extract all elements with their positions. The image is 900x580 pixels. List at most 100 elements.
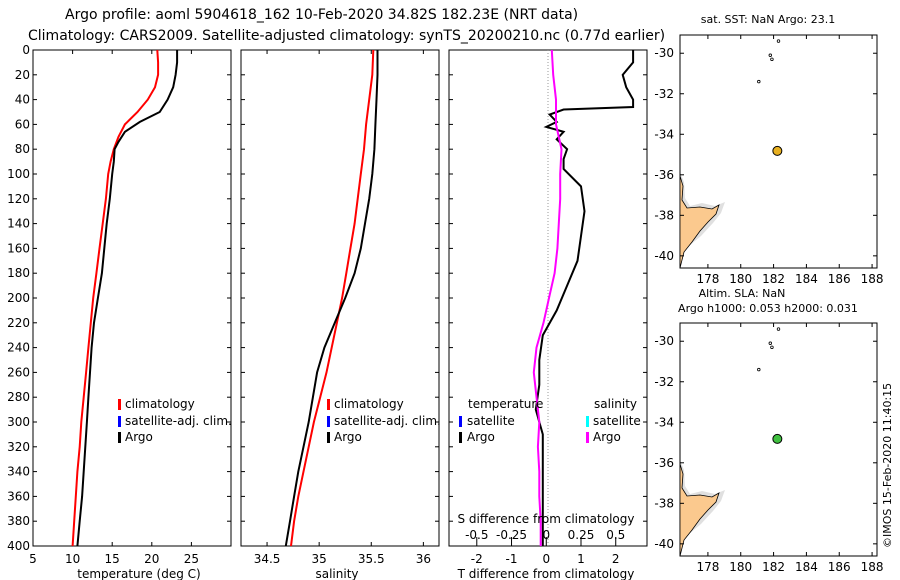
x-tick-label: 35.5 xyxy=(358,552,385,566)
track-point xyxy=(768,341,772,345)
map-lat-tick-label: -34 xyxy=(654,415,674,429)
legend-swatch-satellite xyxy=(118,416,121,427)
legend-swatch-argo xyxy=(327,432,330,443)
legend-label-satellite: satellite-adj. clim. xyxy=(125,414,232,428)
map-lat-tick-label: -38 xyxy=(654,496,674,510)
track-point xyxy=(776,327,781,331)
map-sst-axes: 178 180 182 184 186 188 -30 -32 -34 -36 -38 -40 xyxy=(654,35,884,286)
t-difference-axis-label: T difference from climatology xyxy=(457,567,635,580)
depth-tick-label: 240 xyxy=(7,341,30,355)
legend-label-argo: Argo xyxy=(125,430,153,444)
map-lon-tick-label: 182 xyxy=(762,560,785,574)
depth-tick-label: 320 xyxy=(7,440,30,454)
t-difference-tick-label: 2 xyxy=(612,552,620,566)
map-sla-title-line1: Altim. SLA: NaN xyxy=(699,287,786,300)
t-difference-axis-ticks: -2 -1 0 1 2 xyxy=(471,542,620,566)
legend-swatch-satellite xyxy=(327,416,330,427)
map-lat-tick-label: -32 xyxy=(654,87,674,101)
x-tick-label: 15 xyxy=(105,552,120,566)
map-sst-land xyxy=(679,175,720,269)
map-sla-panel: 178 180 182 184 186 188 -30 -32 -34 -36 -38 -40 xyxy=(654,322,884,574)
map-lat-tick-label: -32 xyxy=(654,375,674,389)
x-tick-label: 25 xyxy=(184,552,199,566)
temperature-axis-label: temperature (deg C) xyxy=(77,567,200,580)
series-line-climatology xyxy=(290,49,375,547)
map-sst-panel: 178 180 182 184 186 188 -30 -32 -34 -36 -38 -40 xyxy=(654,34,884,286)
s-difference-axis-label: S difference from climatology xyxy=(458,512,635,526)
map-lon-tick-label: 188 xyxy=(861,560,884,574)
difference-depth-ticks xyxy=(449,49,647,547)
series-line-argo xyxy=(76,50,179,547)
temperature-difference-line xyxy=(534,50,635,546)
depth-tick-label: 160 xyxy=(7,241,30,255)
legend-label-climatology: climatology xyxy=(334,397,404,411)
depth-tick-label: 300 xyxy=(7,415,30,429)
map-lon-tick-label: 184 xyxy=(795,560,818,574)
salinity-difference-line xyxy=(532,49,563,546)
s-difference-tick-label: -0.25 xyxy=(496,528,527,542)
depth-tick-label: 100 xyxy=(7,167,30,181)
legend-label-argo: Argo xyxy=(334,430,362,444)
s-difference-tick-label: 0.5 xyxy=(606,528,625,542)
map-lon-tick-label: 186 xyxy=(828,560,851,574)
legend-label-s-argo: Argo xyxy=(593,430,621,444)
temperature-axis-ticks: 5 10 15 20 25 xyxy=(29,50,199,566)
legend-label-t-argo: Argo xyxy=(467,430,495,444)
depth-tick-label: 20 xyxy=(15,68,30,82)
map-lat-tick-label: -40 xyxy=(654,249,674,263)
legend-swatch-s-argo xyxy=(586,432,589,443)
map-lat-tick-label: -30 xyxy=(654,334,674,348)
map-lon-tick-label: 188 xyxy=(861,272,884,286)
legend-label-t-satellite: satellite xyxy=(467,414,515,428)
track-point xyxy=(776,39,781,43)
legend-label-s-satellite: satellite xyxy=(593,414,641,428)
legend-label-satellite: satellite-adj. clim. xyxy=(334,414,441,428)
depth-tick-label: 120 xyxy=(7,192,30,206)
temperature-panel: 0 20 40 60 80 100 120 140 160 180 200 220 240 260 280 3… xyxy=(7,43,232,580)
salinity-panel: 34.5 35 35.5 36 salinity climatology satell… xyxy=(240,49,441,580)
difference-panel: -2 -1 0 1 2 -0.5 -0.25 0 0.25 0.5 T difference f… xyxy=(448,49,648,580)
map-sla-land xyxy=(679,463,720,557)
map-lon-tick-label: 184 xyxy=(795,272,818,286)
map-lon-tick-label: 180 xyxy=(729,560,752,574)
t-difference-tick-label: -1 xyxy=(506,552,518,566)
salinity-legend: climatology satellite-adj. clim. Argo xyxy=(327,397,441,444)
s-difference-tick-label: 0.25 xyxy=(568,528,595,542)
depth-tick-label: 260 xyxy=(7,365,30,379)
x-tick-label: 35 xyxy=(312,552,327,566)
map-sla-track xyxy=(757,327,783,444)
depth-tick-label: 140 xyxy=(7,217,30,231)
salinity-series xyxy=(284,49,379,547)
temperature-legend: climatology satellite-adj. clim. Argo xyxy=(118,397,232,444)
depth-tick-label: 180 xyxy=(7,266,30,280)
map-lon-tick-label: 178 xyxy=(696,560,719,574)
difference-series xyxy=(532,49,635,546)
salinity-plot-frame xyxy=(240,49,440,547)
depth-tick-label: 280 xyxy=(7,390,30,404)
map-sst-title: sat. SST: NaN Argo: 23.1 xyxy=(701,13,835,26)
x-tick-label: 36 xyxy=(416,552,431,566)
x-tick-label: 10 xyxy=(65,552,80,566)
salinity-axis-label: salinity xyxy=(315,567,358,580)
salinity-axis-ticks: 34.5 35 35.5 36 xyxy=(254,50,431,566)
t-difference-tick-label: 1 xyxy=(577,552,585,566)
legend-title-temperature: temperature xyxy=(468,397,543,411)
temperature-plot-frame xyxy=(32,49,232,547)
x-tick-label: 20 xyxy=(144,552,159,566)
depth-tick-label: 340 xyxy=(7,465,30,479)
track-point xyxy=(768,53,772,57)
depth-tick-label: 220 xyxy=(7,316,30,330)
argo-position-marker xyxy=(772,145,783,156)
imos-credit: ©IMOS 15-Feb-2020 11:40:15 xyxy=(881,383,894,548)
depth-axis-ticks: 0 20 40 60 80 100 120 140 160 180 200 220 240 260 280 3… xyxy=(7,43,231,553)
track-point xyxy=(757,79,761,84)
map-lon-tick-label: 182 xyxy=(762,272,785,286)
t-difference-tick-label: 0 xyxy=(542,552,550,566)
depth-tick-label: 60 xyxy=(15,117,30,131)
map-lat-tick-label: -40 xyxy=(654,537,674,551)
depth-tick-label: 400 xyxy=(7,539,30,553)
depth-tick-label: 360 xyxy=(7,489,30,503)
map-sla-frame xyxy=(679,322,878,557)
track-point xyxy=(770,345,774,350)
